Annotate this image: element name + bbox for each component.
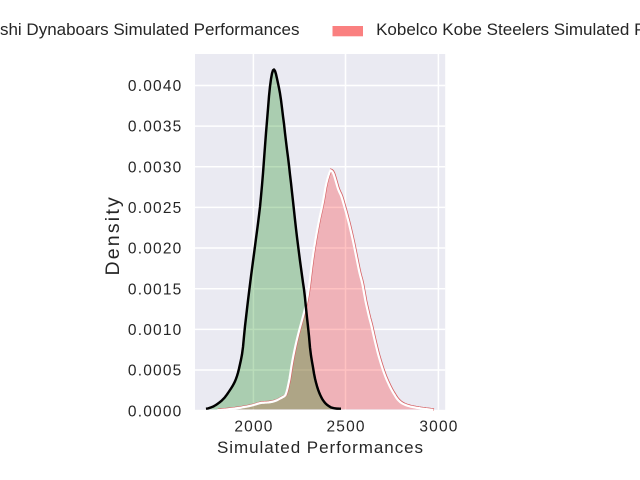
svg-text:2000: 2000 [234,418,273,435]
svg-text:0.0030: 0.0030 [128,159,183,176]
svg-text:0.0035: 0.0035 [128,119,183,136]
svg-text:0.0015: 0.0015 [128,281,183,298]
svg-text:0.0040: 0.0040 [128,78,183,95]
svg-text:2500: 2500 [326,418,365,435]
svg-text:Simulated Performances: Simulated Performances [217,438,424,457]
svg-text:0.0005: 0.0005 [128,363,183,380]
svg-text:0.0010: 0.0010 [128,322,183,339]
svg-text:0.0000: 0.0000 [128,403,183,420]
svg-text:0.0020: 0.0020 [128,241,183,258]
svg-text:Mitsubishi Dynaboars Simulated: Mitsubishi Dynaboars Simulated Performan… [0,20,299,39]
svg-text:0.0025: 0.0025 [128,200,183,217]
svg-text:Kobelco Kobe Steelers Simulate: Kobelco Kobe Steelers Simulated Performa… [376,20,640,39]
svg-text:3000: 3000 [419,418,458,435]
svg-text:Density: Density [102,195,124,275]
